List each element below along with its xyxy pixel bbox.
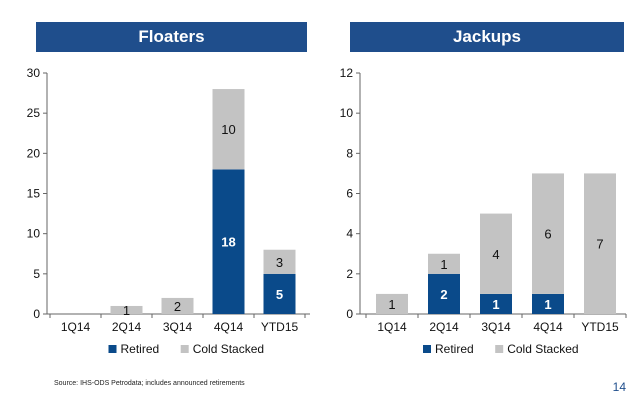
jackups-data-label: 1 <box>440 257 447 272</box>
floaters-legend-swatch-retired <box>108 345 117 353</box>
jackups-data-label: 2 <box>440 287 447 302</box>
jackups-x-tick-label: 1Q14 <box>377 320 407 334</box>
jackups-bar-cold-stacked <box>584 173 616 314</box>
floaters-y-tick-label: 5 <box>33 267 40 281</box>
jackups-title-banner: Jackups <box>350 22 624 52</box>
floaters-bar-retired <box>263 273 296 314</box>
floaters-y-tick-label: 20 <box>27 146 41 160</box>
jackups-bar-cold-stacked <box>376 293 408 314</box>
floaters-bar-cold-stacked <box>161 297 194 314</box>
floaters-data-label: 2 <box>174 299 181 314</box>
floaters-x-tick-label: 3Q14 <box>163 320 193 334</box>
floaters-bar-retired <box>212 169 245 314</box>
floaters-y-tick-label: 25 <box>27 106 41 120</box>
jackups-data-label: 1 <box>492 297 499 312</box>
jackups-legend-swatch-cold-stacked <box>495 345 504 353</box>
jackups-legend-label: Cold Stacked <box>507 342 578 356</box>
jackups-y-tick-label: 8 <box>346 146 353 160</box>
floaters-x-tick-label: 4Q14 <box>214 320 244 334</box>
floaters-x-tick-label: YTD15 <box>261 320 299 334</box>
floaters-y-tick-label: 10 <box>27 227 41 241</box>
floaters-legend-label: Cold Stacked <box>193 342 264 356</box>
jackups-bar-retired <box>480 293 512 314</box>
jackups-bar-cold-stacked <box>480 213 512 294</box>
floaters-legend-swatch-cold-stacked <box>180 345 189 353</box>
floaters-bar-cold-stacked <box>263 249 296 274</box>
jackups-chart: 0 2 4 6 8 10 12 1Q14 1 2Q14 2 1 3Q14 1 4 4Q14 1 6 YTD15 7 Re… <box>340 66 627 356</box>
jackups-bar-retired <box>428 273 460 314</box>
floaters-data-label: 3 <box>276 255 283 270</box>
floaters-y-tick-label: 30 <box>27 66 41 80</box>
jackups-bar-cold-stacked <box>428 253 460 274</box>
jackups-x-tick-label: 4Q14 <box>533 320 563 334</box>
floaters-data-label: 5 <box>276 287 283 302</box>
jackups-legend-label: Retired <box>435 342 474 356</box>
jackups-data-label: 4 <box>492 247 499 262</box>
floaters-bar-cold-stacked <box>212 89 245 170</box>
floaters-legend-label: Retired <box>121 342 160 356</box>
floaters-y-tick-label: 0 <box>33 307 40 321</box>
jackups-x-tick-label: 3Q14 <box>481 320 511 334</box>
page-number: 14 <box>612 380 626 394</box>
jackups-bar-cold-stacked <box>532 173 564 294</box>
floaters-y-tick-label: 15 <box>27 187 41 201</box>
floaters-data-label: 10 <box>221 122 235 137</box>
jackups-bar-retired <box>532 293 564 314</box>
jackups-y-tick-label: 4 <box>346 227 353 241</box>
jackups-data-label: 1 <box>544 297 551 312</box>
jackups-x-tick-label: YTD15 <box>581 320 619 334</box>
jackups-data-label: 1 <box>388 297 395 312</box>
floaters-data-label: 18 <box>221 235 235 250</box>
floaters-title: Floaters <box>138 27 205 46</box>
jackups-title: Jackups <box>452 27 522 46</box>
floaters-x-tick-label: 2Q14 <box>112 320 142 334</box>
floaters-data-label: 1 <box>123 303 130 318</box>
source-note: Source: IHS-ODS Petrodata; includes anno… <box>54 380 245 387</box>
floaters-bar-cold-stacked <box>110 305 143 314</box>
jackups-data-label: 6 <box>544 227 551 242</box>
jackups-y-tick-label: 12 <box>340 66 354 80</box>
floaters-x-tick-label: 1Q14 <box>61 320 91 334</box>
jackups-data-label: 7 <box>596 237 603 252</box>
floaters-title-banner: Floaters <box>36 22 307 52</box>
jackups-y-tick-label: 6 <box>346 187 353 201</box>
jackups-y-tick-label: 2 <box>346 267 353 281</box>
jackups-x-tick-label: 2Q14 <box>429 320 459 334</box>
floaters-chart: 0 5 10 15 20 25 30 1Q14 2Q14 1 3Q14 2 4Q14 18 10 YTD15 5… <box>27 66 310 356</box>
jackups-legend-swatch-retired <box>423 345 431 353</box>
jackups-y-tick-label: 10 <box>340 106 354 120</box>
jackups-y-tick-label: 0 <box>346 307 353 321</box>
